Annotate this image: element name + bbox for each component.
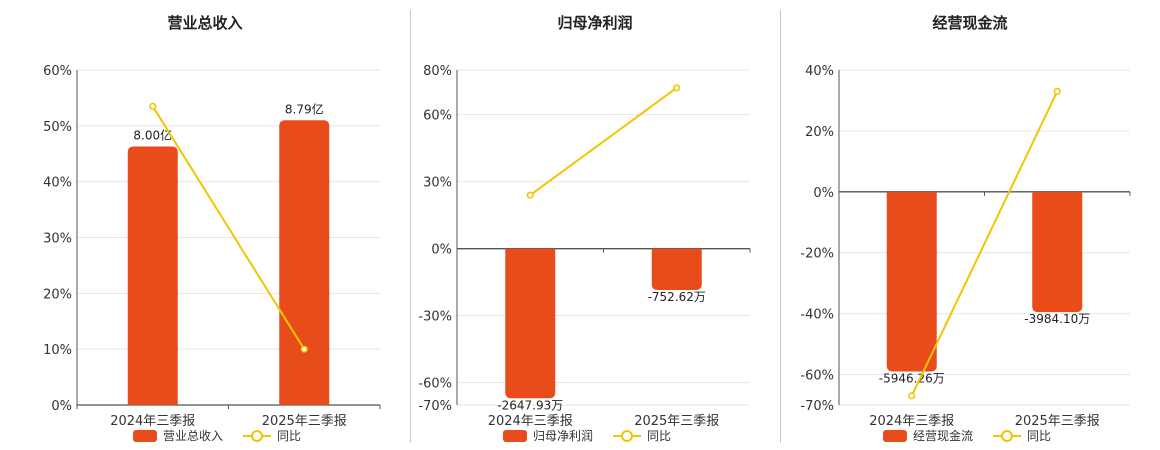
- y-tick-label: 20%: [805, 125, 834, 140]
- legend-line-label: 同比: [1027, 429, 1052, 443]
- panel-divider: [410, 10, 411, 443]
- chart-title: 营业总收入: [167, 14, 243, 32]
- y-tick-label: -70%: [800, 399, 834, 414]
- y-tick-label: -70%: [418, 399, 452, 414]
- legend-line-label: 同比: [647, 429, 672, 443]
- bar: [127, 146, 178, 405]
- yoy-line: [529, 87, 678, 196]
- legend-line-swatch: [993, 429, 1022, 442]
- yoy-point: [908, 392, 916, 400]
- y-tick-label: -30%: [418, 310, 452, 325]
- y-tick-label: 80%: [423, 64, 452, 79]
- chart-svg: -70% -60% -40% -20% 0% 20% 40% 2024年三季报 2025年三季报…: [800, 64, 1131, 429]
- chart-title: 归母净利润: [557, 14, 633, 32]
- bar: [279, 120, 330, 405]
- chart-panel-net-profit: 归母净利润 -70% -60% -30% 0% 30% 60% 80% 2024年三季报 202…: [410, 0, 780, 450]
- legend-line-swatch: [613, 429, 642, 442]
- legend-bar-swatch: [133, 429, 157, 442]
- bar-data-label: -752.62万: [648, 290, 706, 304]
- legend-bar-swatch: [883, 429, 907, 442]
- y-tick-label: 20%: [43, 287, 72, 302]
- y-tick-label: -60%: [800, 369, 834, 384]
- y-tick-label: 40%: [43, 176, 72, 191]
- x-tick-label: 2024年三季报: [110, 414, 195, 429]
- x-tick-label: 2025年三季报: [634, 414, 719, 429]
- bar: [505, 248, 556, 399]
- y-tick-label: -60%: [418, 377, 452, 392]
- y-tick-label: 60%: [423, 109, 452, 124]
- bar-data-label: -5946.26万: [879, 372, 945, 386]
- yoy-point: [673, 84, 681, 92]
- legend-bar-label: 经营现金流: [913, 429, 974, 443]
- y-tick-label: -20%: [800, 247, 834, 262]
- legend-bar-label: 归母净利润: [533, 429, 594, 443]
- x-tick-label: 2024年三季报: [869, 414, 954, 429]
- legend-line-swatch: [243, 429, 272, 442]
- yoy-point: [300, 345, 308, 353]
- chart-panel-revenue: 营业总收入 0% 10% 20% 30% 40% 50% 60% 2024年三季报 2025年三…: [0, 0, 410, 450]
- yoy-point: [1053, 87, 1061, 95]
- x-tick-label: 2025年三季报: [262, 414, 347, 429]
- y-tick-label: 0%: [51, 399, 72, 414]
- yoy-line: [151, 105, 306, 350]
- yoy-point: [149, 102, 157, 110]
- bar: [886, 191, 937, 372]
- bar: [1032, 191, 1083, 313]
- y-tick-label: 30%: [423, 176, 452, 191]
- x-tick-label: 2025年三季报: [1015, 414, 1100, 429]
- bar-data-label: -2647.93万: [497, 398, 563, 412]
- bar-data-label: 8.00亿: [133, 127, 172, 142]
- y-tick-label: 30%: [43, 232, 72, 247]
- y-tick-label: -40%: [800, 308, 834, 323]
- x-tick-label: 2024年三季报: [488, 414, 573, 429]
- y-tick-label: 10%: [43, 343, 72, 358]
- legend-bar-label: 营业总收入: [163, 429, 224, 443]
- bar-data-label: 8.79亿: [285, 101, 324, 116]
- yoy-point: [526, 191, 534, 199]
- chart-svg: -70% -60% -30% 0% 30% 60% 80% 2024年三季报 2025年三季报 -…: [418, 64, 751, 429]
- y-tick-label: 40%: [805, 64, 834, 79]
- bar-data-label: -3984.10万: [1024, 312, 1090, 326]
- y-tick-label: 0%: [431, 243, 452, 258]
- panel-divider: [780, 10, 781, 443]
- chart-legend: 归母净利润 同比: [503, 427, 671, 444]
- legend-line-label: 同比: [277, 429, 302, 443]
- chart-legend: 经营现金流 同比: [883, 427, 1051, 444]
- chart-svg: 0% 10% 20% 30% 40% 50% 60% 2024年三季报 2025年三季报 8.00…: [43, 64, 381, 429]
- chart-title: 经营现金流: [932, 14, 1008, 32]
- legend-bar-swatch: [503, 429, 527, 442]
- y-tick-label: 60%: [43, 64, 72, 79]
- yoy-line: [910, 90, 1059, 397]
- y-tick-label: 0%: [813, 186, 834, 201]
- chart-panel-operating-cashflow: 经营现金流 -70% -60% -40% -20% 0% 20% 40% 2024年三季报 20…: [780, 0, 1160, 450]
- y-tick-label: 50%: [43, 120, 72, 135]
- bar: [651, 248, 702, 290]
- chart-legend: 营业总收入 同比: [133, 427, 301, 444]
